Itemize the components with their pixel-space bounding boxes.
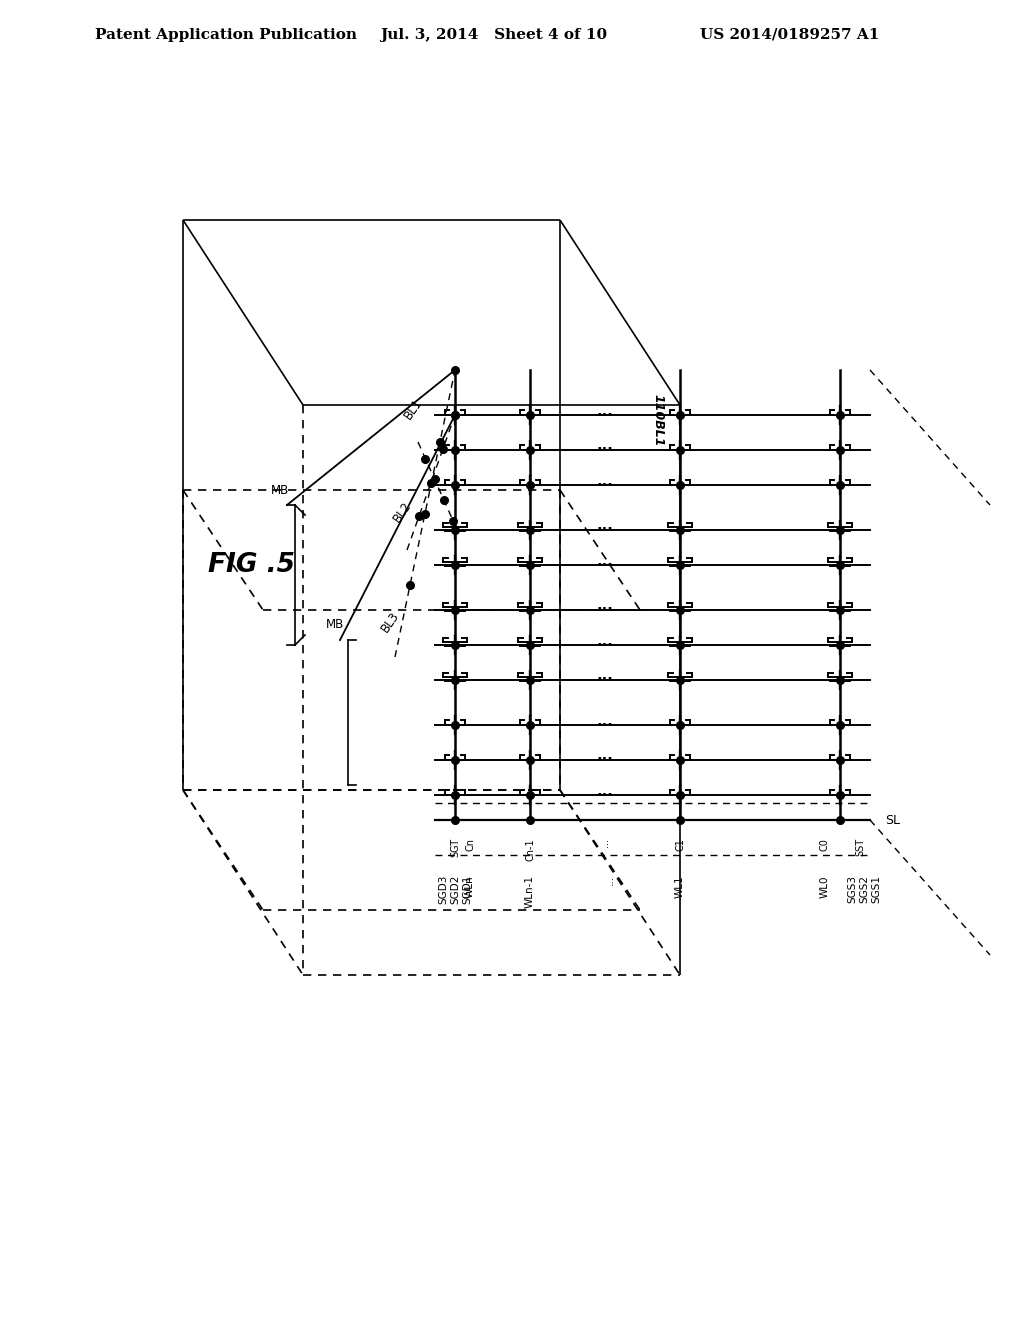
Text: C1: C1 <box>675 838 685 851</box>
Text: ···: ··· <box>597 602 613 618</box>
Text: WLn: WLn <box>465 875 475 898</box>
Text: ...: ... <box>600 838 610 847</box>
Text: WL1: WL1 <box>675 875 685 898</box>
Text: 110BL1: 110BL1 <box>651 393 665 446</box>
Text: WL0: WL0 <box>820 875 830 898</box>
Text: ···: ··· <box>597 752 613 767</box>
Text: Cn-1: Cn-1 <box>525 838 535 861</box>
Text: SGD3: SGD3 <box>438 875 449 904</box>
Text: C0: C0 <box>820 838 830 851</box>
Text: US 2014/0189257 A1: US 2014/0189257 A1 <box>700 28 880 42</box>
Text: BL2: BL2 <box>390 499 414 525</box>
Text: FIG .5: FIG .5 <box>208 552 295 578</box>
Text: SGS2: SGS2 <box>859 875 869 903</box>
Text: ···: ··· <box>597 478 613 492</box>
Text: BL1: BL1 <box>401 396 425 422</box>
Text: MB: MB <box>326 619 344 631</box>
Text: BL3: BL3 <box>378 610 401 635</box>
Text: ···: ··· <box>597 718 613 733</box>
Text: Patent Application Publication: Patent Application Publication <box>95 28 357 42</box>
Text: SGD1: SGD1 <box>462 875 472 904</box>
Text: ···: ··· <box>597 442 613 458</box>
Text: ···: ··· <box>597 408 613 422</box>
Text: ...: ... <box>605 875 615 886</box>
Text: ···: ··· <box>597 557 613 573</box>
Text: ···: ··· <box>597 788 613 803</box>
Text: ···: ··· <box>597 672 613 688</box>
Text: Jul. 3, 2014   Sheet 4 of 10: Jul. 3, 2014 Sheet 4 of 10 <box>380 28 607 42</box>
Text: SGT: SGT <box>450 838 460 857</box>
Text: SGS3: SGS3 <box>847 875 857 903</box>
Text: SGS1: SGS1 <box>871 875 881 903</box>
Text: Cn: Cn <box>465 838 475 851</box>
Text: ···: ··· <box>597 523 613 537</box>
Text: MB: MB <box>271 483 289 496</box>
Text: ···: ··· <box>597 638 613 652</box>
Text: WLn-1: WLn-1 <box>525 875 535 908</box>
Text: SL: SL <box>885 813 900 826</box>
Text: SGD2: SGD2 <box>450 875 460 904</box>
Text: SST: SST <box>855 838 865 857</box>
